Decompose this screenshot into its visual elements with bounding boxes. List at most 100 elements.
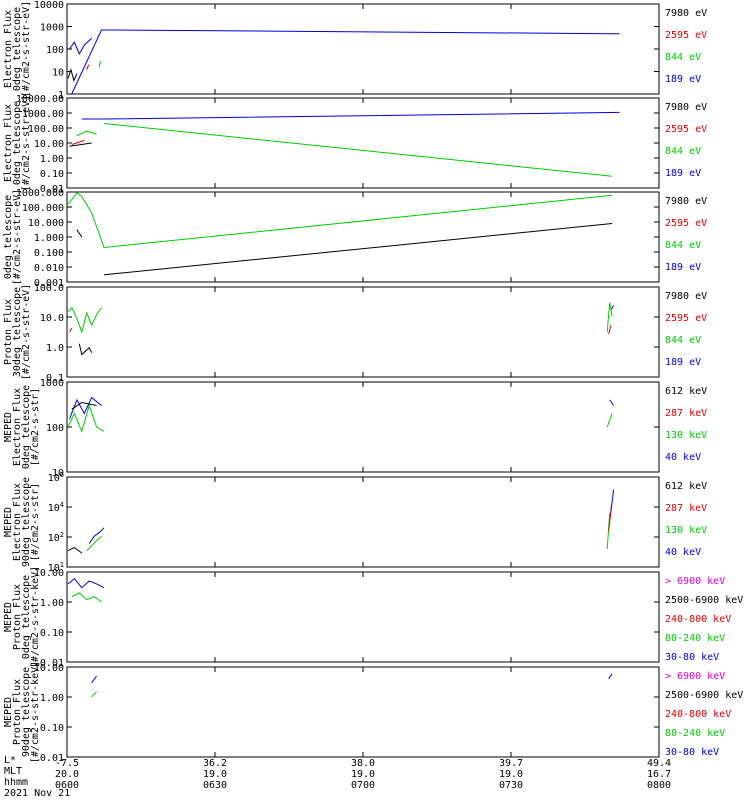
- panel-7-legend-entry: > 6900 keV: [665, 576, 725, 587]
- x-axis-tick-label: 20.0: [55, 769, 79, 780]
- panel-2-series-blue: [81, 111, 620, 120]
- panel-8-ylabel-line: 90deg telescope: [21, 667, 32, 757]
- panel-8-series-blue: [91, 675, 98, 683]
- panel-8-legend-entry: 30-80 keV: [665, 747, 719, 758]
- panel-4-legend-entry: 844 eV: [665, 335, 701, 346]
- panel-1-series-blue: [69, 37, 93, 56]
- panel-1-series-green: [98, 60, 101, 68]
- panel-7-frame: [66, 571, 660, 663]
- panel-4-ylabel-line: Proton Flux: [3, 299, 14, 365]
- panel-8-ylabel-line: [#/cm2-s-str-keV]: [30, 661, 41, 763]
- x-axis-tick-label: 0800: [647, 780, 671, 791]
- panel-3-legend-entry: 2595 eV: [665, 218, 707, 229]
- panel-4-legend-entry: 2595 eV: [665, 313, 707, 324]
- panel-4-series-green: [606, 302, 613, 333]
- panel-5-legend-entry: 40 keV: [665, 452, 701, 463]
- panel-5-ytick-label: 100: [46, 423, 64, 434]
- panel-2-ytick-label: 0.01: [40, 184, 64, 195]
- panel-5-ylabel-line: MEPED: [3, 412, 14, 442]
- panel-3-ytick-label: 100.000: [22, 203, 64, 214]
- panel-6-ytick-label: 102: [48, 531, 64, 544]
- x-axis-tick-label: 19.0: [203, 769, 227, 780]
- panel-5-ytick-label: 10: [52, 468, 64, 479]
- panel-3-ytick-label: 0.001: [34, 278, 64, 289]
- panel-8-ytick-label: 0.10: [40, 723, 64, 734]
- panel-8-series-blue: [608, 673, 613, 680]
- panel-5-series-green: [67, 403, 105, 433]
- panel-8-legend-entry: 80-240 keV: [665, 728, 725, 739]
- x-axis-tick-label: 19.0: [351, 769, 375, 780]
- panel-4-ylabel-line: [#/cm2-s-str-eV]: [21, 284, 32, 380]
- panel-5-series-blue: [609, 399, 615, 406]
- panel-3-ytick-label: 1.000: [34, 233, 64, 244]
- panel-5-series-blue: [69, 396, 102, 420]
- panel-4-ytick-label: 0.1: [46, 373, 64, 384]
- panel-7-ylabel-line: MEPED: [3, 602, 14, 632]
- panel-6-series-blue: [88, 527, 105, 544]
- panel-8-legend-entry: 2500-6900 keV: [665, 690, 743, 701]
- panel-4-ylabel-line: 30deg telescope: [12, 287, 23, 377]
- panel-4-ytick-label: 1.0: [46, 343, 64, 354]
- panel-2-frame: [66, 97, 660, 189]
- panel-2-series-green: [76, 130, 97, 137]
- x-axis-tick-label: 19.0: [499, 769, 523, 780]
- panel-7-ytick-label: 0.10: [40, 628, 64, 639]
- panel-5-series-green: [606, 413, 613, 428]
- panel-4-legend-entry: 189 eV: [665, 357, 701, 368]
- panel-5-ylabel-line: Electron Flux: [12, 388, 23, 466]
- x-axis-tick-label: 38.0: [351, 758, 375, 769]
- panel-8-ylabel-line: MEPED: [3, 697, 14, 727]
- panel-3-frame: [66, 191, 660, 283]
- panel-7-series-blue: [67, 577, 105, 589]
- panel-8-series-green: [91, 691, 97, 698]
- panel-3-legend-entry: 844 eV: [665, 240, 701, 251]
- x-axis-tick-label: 39.7: [499, 758, 523, 769]
- panel-7-series-green: [71, 592, 102, 603]
- panel-1-ylabel-line: [#/cm2-s-str-eV]: [21, 1, 32, 97]
- panel-6-legend-entry: 612 keV: [665, 481, 707, 492]
- panel-4-ytick-label: 100.0: [34, 283, 64, 294]
- panel-3-ylabel-line: [#/cm2-s-str-eV]: [12, 189, 23, 285]
- panel-2-series-green: [103, 123, 613, 177]
- panel-2-ytick-label: 1.00: [40, 154, 64, 165]
- panel-7-legend-entry: 80-240 keV: [665, 633, 725, 644]
- panel-1-series-black: [67, 67, 78, 82]
- panel-1-series-blue: [71, 29, 620, 95]
- panel-5-ytick-label: 1000: [40, 378, 64, 389]
- panel-2-ylabel-line: [#/cm2-s-str-eV]: [21, 95, 32, 191]
- panel-6-ylabel-line: Electron Flux: [12, 483, 23, 561]
- panel-2-legend-entry: 189 eV: [665, 168, 701, 179]
- panel-7-ytick-label: 0.01: [40, 658, 64, 669]
- panel-3-ytick-label: 10.000: [28, 218, 64, 229]
- panel-6-series-blue: [610, 489, 615, 514]
- panel-3-ytick-label: 1000.000: [16, 188, 64, 199]
- panel-5-frame: [66, 381, 660, 473]
- x-axis-tick-label: -7.5: [55, 758, 79, 769]
- panel-4-legend-entry: 7980 eV: [665, 291, 707, 302]
- x-axis-tick-label: 0730: [499, 780, 523, 791]
- panel-2-ylabel-line: Electron Flux: [3, 104, 14, 182]
- panel-6-series-green: [86, 536, 102, 552]
- x-axis-tick-label: 0600: [55, 780, 79, 791]
- panel-2-legend-entry: 844 eV: [665, 146, 701, 157]
- panel-3-legend-entry: 189 eV: [665, 262, 701, 273]
- panel-5-legend-entry: 130 keV: [665, 430, 707, 441]
- panel-8-ytick-label: 0.01: [40, 753, 64, 764]
- panel-5-ylabel-line: [#/cm2-s-str]: [30, 388, 41, 466]
- panel-3-ytick-label: 0.100: [34, 248, 64, 259]
- panel-1-ytick-label: 1000: [40, 23, 64, 34]
- panel-6-ylabel-line: [#/cm2-s-str]: [30, 483, 41, 561]
- panel-3-ylabel-line: 0deg telescope: [3, 195, 14, 279]
- panel-7-ytick-label: 1.00: [40, 598, 64, 609]
- panel-6-series-black: [67, 547, 83, 554]
- panel-1-ylabel-line: Electron Flux: [3, 10, 14, 88]
- panel-6-ylabel-line: MEPED: [3, 507, 14, 537]
- panel-1-legend-entry: 2595 eV: [665, 30, 707, 41]
- x-axis-tick-label: 49.4: [647, 758, 671, 769]
- panel-3-legend-entry: 7980 eV: [665, 196, 707, 207]
- panel-4-series-red: [69, 327, 73, 333]
- panel-5-legend-entry: 612 keV: [665, 386, 707, 397]
- panel-4-series-black: [78, 343, 93, 356]
- panel-3-ytick-label: 0.010: [34, 263, 64, 274]
